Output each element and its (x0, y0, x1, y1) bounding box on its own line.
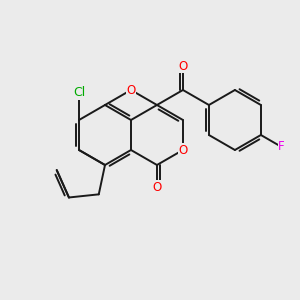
Text: O: O (126, 83, 136, 97)
Text: Cl: Cl (73, 86, 85, 100)
Text: O: O (152, 181, 162, 194)
Text: O: O (178, 59, 188, 73)
Text: O: O (178, 143, 188, 157)
Text: F: F (278, 140, 285, 154)
